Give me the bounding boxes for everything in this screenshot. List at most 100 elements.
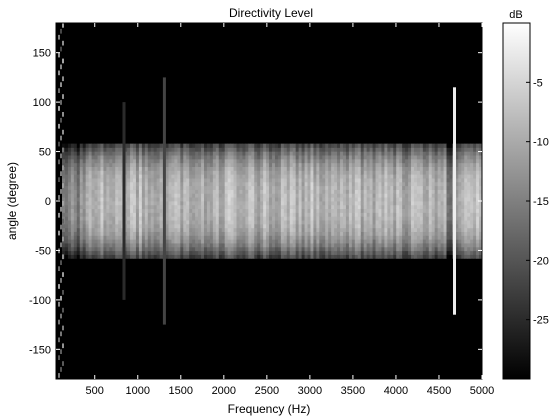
heatmap-cell — [464, 181, 468, 187]
heatmap-cell — [245, 239, 249, 244]
heatmap-cell — [91, 235, 95, 240]
heatmap-cell — [399, 151, 403, 156]
heatmap-cell — [331, 174, 335, 179]
heatmap-cell — [443, 246, 447, 252]
heatmap-cell — [58, 70, 60, 76]
heatmap-cell — [171, 239, 175, 244]
heatmap-cell — [67, 208, 72, 213]
heatmap-cell — [227, 174, 232, 179]
heatmap-cell — [425, 174, 430, 179]
heatmap-cell — [449, 189, 453, 194]
heatmap-cell — [470, 189, 474, 194]
heatmap-cell — [301, 227, 305, 232]
heatmap-cell — [248, 208, 252, 213]
heatmap-cell — [73, 235, 78, 240]
heatmap-cell — [242, 143, 246, 148]
heatmap-cell — [342, 239, 347, 244]
heatmap-cell — [289, 231, 294, 236]
heatmap-cell — [289, 201, 294, 206]
heatmap-cell — [82, 216, 87, 221]
heatmap-cell — [351, 220, 356, 225]
heatmap-cell — [387, 151, 391, 156]
heatmap-cell — [387, 185, 391, 190]
heatmap-cell — [245, 250, 249, 255]
heatmap-cell — [198, 227, 202, 232]
heatmap-cell — [91, 223, 95, 229]
heatmap-cell — [428, 158, 433, 164]
heatmap-cell — [218, 197, 223, 202]
heatmap-cell — [186, 250, 190, 255]
heatmap-cell — [73, 151, 78, 156]
heatmap-cell — [209, 181, 214, 187]
heatmap-cell — [322, 166, 326, 171]
heatmap-cell — [138, 143, 143, 148]
heatmap-cell — [422, 239, 427, 244]
heatmap-cell — [218, 151, 223, 156]
heatmap-cell — [413, 243, 418, 248]
heatmap-cell — [135, 254, 140, 259]
heatmap-cell — [79, 254, 84, 259]
heatmap-cell — [416, 227, 421, 232]
heatmap-cell — [109, 235, 113, 240]
heatmap-cell — [292, 178, 297, 183]
heatmap-cell — [79, 243, 84, 248]
heatmap-cell — [156, 246, 161, 252]
heatmap-cell — [464, 227, 468, 232]
heatmap-cell — [130, 158, 134, 164]
heatmap-cell — [470, 246, 474, 252]
heatmap-cell — [378, 166, 382, 171]
heatmap-cell — [413, 185, 418, 190]
heatmap-cell — [227, 166, 232, 171]
heatmap-cell — [206, 243, 211, 248]
heatmap-cell — [221, 197, 226, 202]
heatmap-cell — [224, 243, 229, 248]
heatmap-cell — [150, 166, 155, 171]
heatmap-cell — [62, 325, 64, 331]
heatmap-cell — [476, 147, 480, 152]
heatmap-cell — [242, 170, 246, 175]
heatmap-cell — [443, 235, 447, 240]
heatmap-cell — [393, 162, 397, 167]
heatmap-cell — [381, 223, 385, 229]
heatmap-cell — [141, 201, 146, 206]
heatmap-cell — [467, 151, 471, 156]
heatmap-cell — [378, 174, 382, 179]
heatmap-cell — [233, 212, 237, 217]
heatmap-cell — [76, 166, 81, 171]
heatmap-cell — [100, 208, 104, 213]
heatmap-cell — [416, 223, 421, 229]
heatmap-cell — [307, 193, 311, 198]
heatmap-cell — [455, 201, 459, 206]
heatmap-cell — [153, 178, 158, 183]
heatmap-cell — [118, 147, 122, 152]
heatmap-cell — [94, 235, 98, 240]
heatmap-cell — [260, 147, 264, 152]
heatmap-cell — [440, 178, 444, 183]
heatmap-cell — [186, 201, 190, 206]
heatmap-cell — [431, 227, 436, 232]
heatmap-cell — [186, 185, 190, 190]
heatmap-cell — [316, 220, 320, 225]
heatmap-cell — [171, 193, 175, 198]
heatmap-cell — [443, 220, 447, 225]
heatmap-cell — [174, 239, 178, 244]
heatmap-cell — [201, 147, 205, 152]
heatmap-cell — [422, 254, 427, 259]
heatmap-cell — [348, 158, 353, 164]
heatmap-cell — [79, 166, 84, 171]
heatmap-cell — [147, 162, 152, 167]
heatmap-cell — [283, 220, 288, 225]
heatmap-cell — [304, 181, 308, 187]
heatmap-cell — [171, 143, 175, 148]
heatmap-cell — [455, 193, 459, 198]
heatmap-cell — [189, 155, 193, 160]
heatmap-cell — [334, 208, 338, 213]
heatmap-cell — [458, 143, 462, 148]
heatmap-cell — [381, 178, 385, 183]
heatmap-cell — [455, 223, 459, 229]
heatmap-cell — [236, 193, 240, 198]
heatmap-cell — [263, 246, 267, 252]
heatmap-cell — [307, 143, 311, 148]
heatmap-cell — [479, 151, 483, 156]
heatmap-cell — [467, 174, 471, 179]
